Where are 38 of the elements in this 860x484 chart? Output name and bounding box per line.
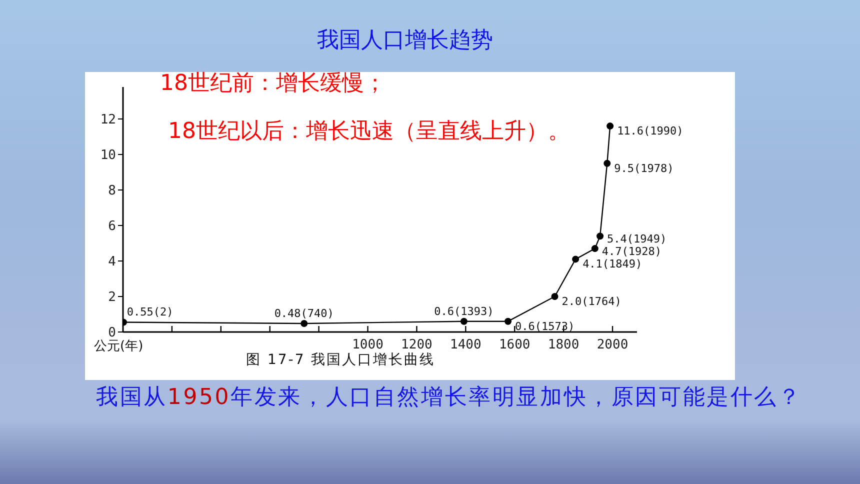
point: [551, 292, 558, 300]
y-tick-label: 10: [100, 148, 116, 164]
data-label: 9.5(1978): [614, 162, 674, 175]
x-tick-label: 1800: [548, 338, 580, 352]
data-label: 0.6(1573): [515, 320, 575, 333]
text: 我国从1950年发来，人口自然增长率明显加快，原因可能是什么？: [96, 385, 802, 410]
x-tick-label: 2000: [596, 338, 628, 352]
point: [596, 232, 604, 240]
caption: 图 17-7 我国人口增长曲线: [246, 352, 436, 368]
data-label: 0.48(740): [274, 306, 334, 320]
data-label: 0.55(2): [126, 306, 174, 319]
point: [460, 318, 468, 325]
point: [300, 320, 308, 327]
data-label: 4.1(1849): [582, 258, 642, 271]
point: [504, 318, 512, 325]
x-tick-label: 1200: [401, 338, 432, 352]
y-tick-label: 8: [108, 184, 116, 199]
y-tick-label: 4: [108, 254, 116, 270]
x-tick-label: 1000: [352, 338, 384, 352]
x-axis-title: 公元(年): [94, 338, 144, 355]
point: [572, 256, 580, 263]
point: [591, 245, 598, 252]
data-label: 4.7(1928): [602, 245, 662, 258]
data-label: 11.6(1990): [617, 124, 684, 138]
chart-title: 我国人口增长趋势: [316, 27, 494, 55]
data-label: 5.4(1949): [607, 232, 667, 246]
annotation: 18世纪前：增长缓慢；: [160, 71, 386, 96]
data-label: 0.6(1393): [434, 304, 494, 318]
x-tick-label: 1400: [450, 338, 482, 352]
y-tick-label: 2: [108, 290, 116, 306]
point: [606, 122, 614, 130]
annotation: 18世纪以后：增长迅速（呈直线上升）。: [168, 119, 570, 144]
y-tick-label: 12: [100, 112, 116, 128]
point: [604, 160, 611, 167]
y-tick-label: 0: [108, 326, 116, 341]
data-label: 2.0(1764): [562, 294, 622, 308]
y-tick-label: 6: [108, 219, 116, 234]
x-tick-label: 1600: [498, 338, 530, 352]
